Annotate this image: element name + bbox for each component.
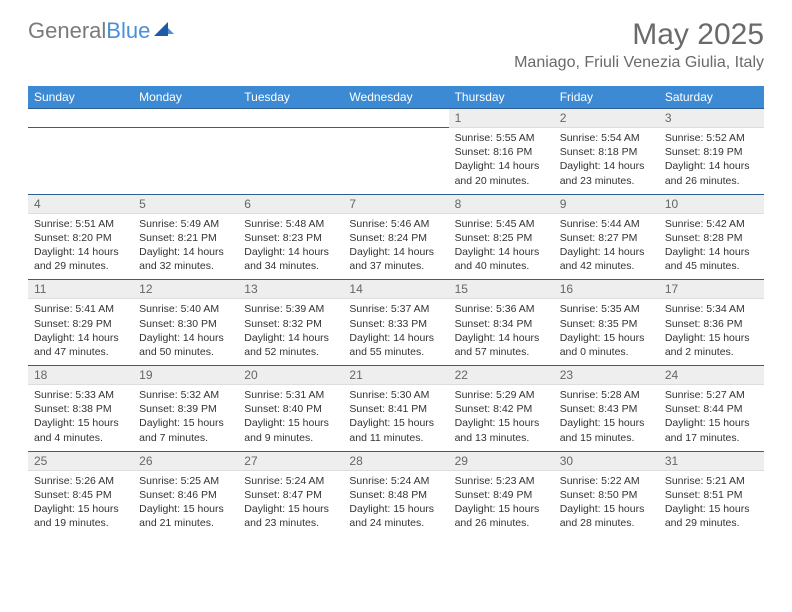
logo: GeneralBlue <box>28 18 174 44</box>
day-number-cell: 16 <box>554 280 659 299</box>
day-number-cell: 10 <box>659 194 764 213</box>
day-number-row: 11121314151617 <box>28 280 764 299</box>
day-number-cell: 5 <box>133 194 238 213</box>
day-content-cell: Sunrise: 5:55 AMSunset: 8:16 PMDaylight:… <box>449 128 554 195</box>
triangle-icon <box>154 20 174 36</box>
day-content-cell: Sunrise: 5:22 AMSunset: 8:50 PMDaylight:… <box>554 470 659 536</box>
weekday-header: Wednesday <box>343 86 448 109</box>
day-content-cell <box>343 128 448 195</box>
logo-text-part2: Blue <box>106 18 150 43</box>
day-content-cell: Sunrise: 5:46 AMSunset: 8:24 PMDaylight:… <box>343 213 448 280</box>
day-number-cell: 4 <box>28 194 133 213</box>
day-content-cell: Sunrise: 5:31 AMSunset: 8:40 PMDaylight:… <box>238 385 343 452</box>
day-content-row: Sunrise: 5:51 AMSunset: 8:20 PMDaylight:… <box>28 213 764 280</box>
day-content-cell: Sunrise: 5:24 AMSunset: 8:48 PMDaylight:… <box>343 470 448 536</box>
day-number-cell: 2 <box>554 109 659 128</box>
weekday-header: Saturday <box>659 86 764 109</box>
weekday-header: Friday <box>554 86 659 109</box>
weekday-header-row: SundayMondayTuesdayWednesdayThursdayFrid… <box>28 86 764 109</box>
day-number-row: 18192021222324 <box>28 366 764 385</box>
month-title: May 2025 <box>514 18 764 52</box>
day-content-row: Sunrise: 5:55 AMSunset: 8:16 PMDaylight:… <box>28 128 764 195</box>
day-content-cell: Sunrise: 5:21 AMSunset: 8:51 PMDaylight:… <box>659 470 764 536</box>
day-content-cell: Sunrise: 5:54 AMSunset: 8:18 PMDaylight:… <box>554 128 659 195</box>
day-number-row: 123 <box>28 109 764 128</box>
day-content-cell: Sunrise: 5:37 AMSunset: 8:33 PMDaylight:… <box>343 299 448 366</box>
day-content-cell: Sunrise: 5:26 AMSunset: 8:45 PMDaylight:… <box>28 470 133 536</box>
day-number-cell: 30 <box>554 451 659 470</box>
day-content-row: Sunrise: 5:41 AMSunset: 8:29 PMDaylight:… <box>28 299 764 366</box>
day-content-cell: Sunrise: 5:23 AMSunset: 8:49 PMDaylight:… <box>449 470 554 536</box>
day-number-cell: 12 <box>133 280 238 299</box>
day-content-cell: Sunrise: 5:41 AMSunset: 8:29 PMDaylight:… <box>28 299 133 366</box>
day-number-cell: 20 <box>238 366 343 385</box>
logo-text: GeneralBlue <box>28 18 150 44</box>
day-content-cell: Sunrise: 5:40 AMSunset: 8:30 PMDaylight:… <box>133 299 238 366</box>
day-content-row: Sunrise: 5:33 AMSunset: 8:38 PMDaylight:… <box>28 385 764 452</box>
weekday-header: Sunday <box>28 86 133 109</box>
day-number-cell: 13 <box>238 280 343 299</box>
day-content-cell: Sunrise: 5:45 AMSunset: 8:25 PMDaylight:… <box>449 213 554 280</box>
day-content-cell: Sunrise: 5:24 AMSunset: 8:47 PMDaylight:… <box>238 470 343 536</box>
day-content-cell: Sunrise: 5:34 AMSunset: 8:36 PMDaylight:… <box>659 299 764 366</box>
day-number-cell <box>343 109 448 128</box>
header: GeneralBlue May 2025 Maniago, Friuli Ven… <box>0 0 792 78</box>
day-number-cell: 14 <box>343 280 448 299</box>
day-number-cell: 27 <box>238 451 343 470</box>
day-number-cell: 1 <box>449 109 554 128</box>
day-content-cell: Sunrise: 5:32 AMSunset: 8:39 PMDaylight:… <box>133 385 238 452</box>
day-content-cell: Sunrise: 5:49 AMSunset: 8:21 PMDaylight:… <box>133 213 238 280</box>
day-content-cell: Sunrise: 5:48 AMSunset: 8:23 PMDaylight:… <box>238 213 343 280</box>
day-content-cell: Sunrise: 5:33 AMSunset: 8:38 PMDaylight:… <box>28 385 133 452</box>
day-number-cell: 31 <box>659 451 764 470</box>
day-content-cell: Sunrise: 5:36 AMSunset: 8:34 PMDaylight:… <box>449 299 554 366</box>
day-number-cell: 3 <box>659 109 764 128</box>
day-content-cell: Sunrise: 5:29 AMSunset: 8:42 PMDaylight:… <box>449 385 554 452</box>
logo-text-part1: General <box>28 18 106 43</box>
day-content-cell: Sunrise: 5:42 AMSunset: 8:28 PMDaylight:… <box>659 213 764 280</box>
day-number-cell: 6 <box>238 194 343 213</box>
day-number-cell: 9 <box>554 194 659 213</box>
day-content-cell: Sunrise: 5:51 AMSunset: 8:20 PMDaylight:… <box>28 213 133 280</box>
day-content-cell: Sunrise: 5:28 AMSunset: 8:43 PMDaylight:… <box>554 385 659 452</box>
day-number-cell: 19 <box>133 366 238 385</box>
day-number-cell: 18 <box>28 366 133 385</box>
day-content-cell <box>238 128 343 195</box>
day-number-cell <box>238 109 343 128</box>
day-content-cell: Sunrise: 5:44 AMSunset: 8:27 PMDaylight:… <box>554 213 659 280</box>
day-number-cell: 22 <box>449 366 554 385</box>
day-number-cell: 24 <box>659 366 764 385</box>
day-number-cell: 23 <box>554 366 659 385</box>
day-number-cell: 28 <box>343 451 448 470</box>
day-content-cell: Sunrise: 5:39 AMSunset: 8:32 PMDaylight:… <box>238 299 343 366</box>
day-number-cell: 17 <box>659 280 764 299</box>
weekday-header: Thursday <box>449 86 554 109</box>
day-content-cell: Sunrise: 5:25 AMSunset: 8:46 PMDaylight:… <box>133 470 238 536</box>
day-number-cell: 21 <box>343 366 448 385</box>
day-number-row: 25262728293031 <box>28 451 764 470</box>
day-content-cell: Sunrise: 5:27 AMSunset: 8:44 PMDaylight:… <box>659 385 764 452</box>
calendar-table: SundayMondayTuesdayWednesdayThursdayFrid… <box>28 86 764 536</box>
title-block: May 2025 Maniago, Friuli Venezia Giulia,… <box>514 18 764 72</box>
day-number-row: 45678910 <box>28 194 764 213</box>
day-content-cell: Sunrise: 5:35 AMSunset: 8:35 PMDaylight:… <box>554 299 659 366</box>
day-content-cell: Sunrise: 5:30 AMSunset: 8:41 PMDaylight:… <box>343 385 448 452</box>
day-number-cell <box>133 109 238 128</box>
day-content-cell: Sunrise: 5:52 AMSunset: 8:19 PMDaylight:… <box>659 128 764 195</box>
day-content-cell <box>28 128 133 195</box>
day-number-cell: 11 <box>28 280 133 299</box>
day-number-cell: 29 <box>449 451 554 470</box>
day-number-cell: 8 <box>449 194 554 213</box>
day-number-cell: 25 <box>28 451 133 470</box>
day-number-cell: 26 <box>133 451 238 470</box>
location: Maniago, Friuli Venezia Giulia, Italy <box>514 54 764 72</box>
weekday-header: Monday <box>133 86 238 109</box>
day-content-row: Sunrise: 5:26 AMSunset: 8:45 PMDaylight:… <box>28 470 764 536</box>
day-number-cell: 15 <box>449 280 554 299</box>
day-number-cell <box>28 109 133 128</box>
weekday-header: Tuesday <box>238 86 343 109</box>
day-number-cell: 7 <box>343 194 448 213</box>
day-content-cell <box>133 128 238 195</box>
